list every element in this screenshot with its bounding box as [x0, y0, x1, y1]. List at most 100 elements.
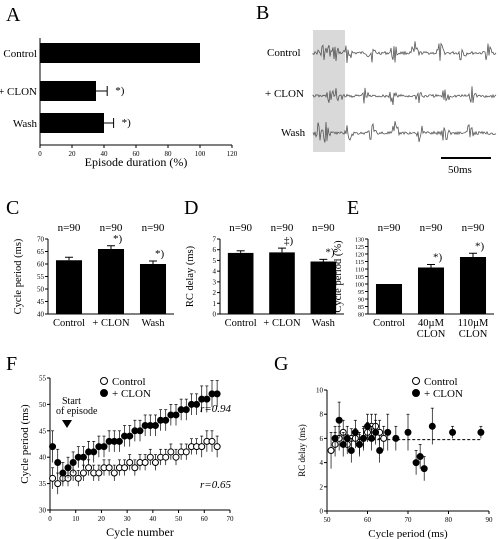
data-point: [151, 422, 159, 430]
significance-mark: *): [325, 246, 335, 258]
data-point: [49, 443, 57, 451]
data-point: [449, 428, 457, 436]
data-point: [343, 434, 351, 442]
significance-mark: *): [475, 240, 485, 252]
y-tick-label: 120: [355, 253, 364, 259]
data-point: [347, 447, 355, 454]
x-tick-label: 90: [486, 516, 494, 524]
data-point: [416, 453, 424, 461]
data-point: [335, 416, 343, 424]
data-point: [355, 440, 363, 448]
data-point: [151, 458, 159, 466]
category-label: Wash: [13, 118, 38, 130]
x-tick-label: 60: [201, 515, 209, 523]
trace-label-clon: + CLON: [265, 88, 304, 100]
data-point: [141, 458, 149, 466]
x-tick-label: 100: [195, 150, 206, 158]
n-label: n=90: [312, 222, 335, 234]
data-point: [100, 443, 108, 451]
legend-label: Control: [112, 376, 146, 388]
y-tick-label: 100: [355, 283, 364, 289]
data-point: [110, 469, 118, 477]
y-tick-label: 40: [39, 454, 47, 462]
bar: [97, 249, 125, 314]
data-point: [327, 447, 335, 454]
legend-marker: [100, 389, 108, 397]
trace-wash: [312, 121, 497, 143]
legend-label: + CLON: [424, 388, 463, 400]
x-tick-label: 0: [38, 150, 42, 158]
y-tick-label: 6: [213, 246, 217, 254]
data-point: [213, 443, 221, 451]
y-tick-label: 2: [213, 289, 217, 297]
y-tick-label: 0: [213, 311, 217, 319]
significance-mark: *): [122, 117, 132, 129]
data-point: [90, 448, 98, 456]
y-tick-label: 130: [355, 238, 364, 244]
data-point: [95, 469, 103, 477]
y-tick-label: 0: [320, 508, 324, 516]
start-annotation-line1: Start: [62, 396, 81, 407]
data-point: [79, 453, 87, 461]
trace-label-control: Control: [267, 47, 301, 59]
bar: [459, 257, 487, 314]
y-tick-label: 115: [355, 260, 364, 266]
bar: [227, 252, 254, 314]
y-tick-label: 50: [37, 286, 45, 294]
data-point: [172, 453, 180, 461]
legend-marker: [412, 389, 420, 397]
chart-g-rc-vs-cycle: 0 2 4 6 8 10 50 60 70 80 90 Control+ CLON Cycle peri…: [297, 376, 493, 539]
category-label: Control: [373, 318, 405, 329]
data-point: [420, 465, 428, 473]
data-point: [126, 432, 134, 440]
y-tick-label: 45: [39, 427, 47, 435]
category-label: Control: [53, 318, 85, 329]
x-tick-label: 20: [69, 150, 77, 158]
data-point: [79, 469, 87, 477]
y-tick-label: 40: [37, 311, 45, 319]
data-point: [59, 469, 67, 477]
n-label: n=90: [142, 222, 165, 234]
data-point: [74, 474, 82, 482]
category-label: + CLON: [0, 86, 37, 98]
trace-clon: [312, 86, 497, 106]
x-tick-label: 120: [227, 150, 238, 158]
data-point: [49, 474, 57, 482]
n-label: n=90: [462, 222, 485, 234]
panel-letter-b: B: [256, 2, 269, 24]
data-point: [404, 428, 412, 436]
data-point: [372, 428, 380, 436]
x-tick-label: 80: [165, 150, 173, 158]
y-tick-label: 35: [39, 480, 47, 488]
data-point: [54, 458, 62, 466]
x-tick-label: 50: [175, 515, 183, 523]
y-tick-label: 1: [213, 300, 217, 308]
bar: [40, 43, 200, 63]
y-tick-label: 80: [358, 313, 364, 319]
x-axis-label: Cycle period (ms): [368, 528, 448, 539]
data-point: [64, 464, 72, 472]
panel-letter-e: E: [347, 197, 359, 219]
y-tick-label: 105: [355, 275, 364, 281]
y-tick-label: 90: [358, 298, 364, 304]
n-label: n=90: [100, 222, 123, 234]
legend-marker: [412, 377, 420, 385]
panel-letter-g: G: [274, 353, 288, 375]
y-tick-label: 4: [320, 459, 324, 467]
data-point: [131, 464, 139, 472]
data-point: [162, 416, 170, 424]
category-label: CLON: [459, 329, 488, 340]
x-tick-label: 60: [364, 516, 372, 524]
data-point: [351, 428, 359, 436]
data-point: [368, 434, 376, 442]
legend-marker: [100, 377, 108, 385]
trace-control: [312, 41, 497, 64]
bar: [375, 284, 403, 314]
data-point: [182, 406, 190, 414]
significance-mark: *): [433, 252, 443, 264]
r-value-bottom: r=0.65: [200, 479, 231, 491]
category-label: Wash: [141, 318, 165, 329]
category-label: Control: [3, 48, 37, 60]
data-point: [364, 422, 371, 430]
